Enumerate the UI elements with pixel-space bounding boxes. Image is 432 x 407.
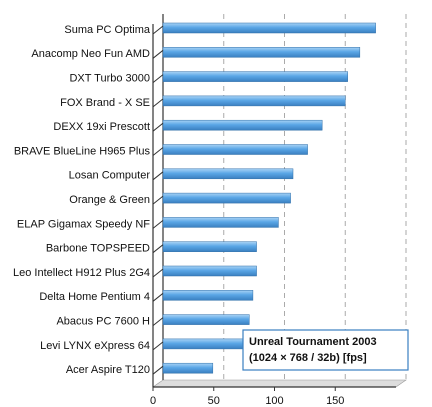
y-tick-label: Losan Computer [69, 170, 151, 182]
y-tick [152, 244, 164, 254]
y-tick [152, 292, 164, 302]
bar [162, 265, 257, 277]
legend-box [242, 329, 409, 371]
y-tick [152, 25, 164, 35]
x-tick-label: 50 [208, 395, 220, 407]
y-tick [152, 317, 164, 326]
y-tick-label: Barbone TOPSPEED [46, 243, 150, 255]
bars [162, 22, 376, 374]
y-tick [152, 98, 164, 108]
x-tick-label: 150 [326, 395, 344, 407]
y-tick-label: Acer Aspire T120 [66, 364, 150, 376]
bar [162, 314, 250, 325]
bar [162, 192, 291, 204]
bar [162, 241, 257, 252]
bar [162, 144, 308, 155]
bar [162, 22, 376, 34]
bar [162, 362, 214, 374]
bar [162, 95, 346, 107]
y-tick [152, 74, 164, 83]
y-tick-label: Orange & Green [69, 194, 150, 206]
legend-title: Unreal Tournament 2003 [249, 336, 377, 348]
y-tick-label: Abacus PC 7600 H [56, 316, 150, 328]
y-tick-label: FOX Brand - X SE [60, 97, 150, 109]
bar [162, 168, 294, 180]
bar [162, 47, 361, 58]
y-tick-label: BRAVE BlueLine H965 Plus [14, 145, 151, 157]
floor [152, 379, 407, 388]
y-tick-label: ELAP Gigamax Speedy NF [17, 218, 150, 230]
y-tick-label: DEXX 19xi Prescott [53, 121, 150, 133]
y-tick [152, 171, 164, 181]
bar [162, 119, 323, 131]
bar [162, 290, 254, 301]
y-tick [152, 195, 164, 205]
bar [162, 217, 279, 228]
y-tick [152, 268, 164, 278]
y-tick-label: Leo Intellect H912 Plus 2G4 [13, 267, 150, 279]
legend-subtitle: (1024 × 768 / 32b) [fps] [249, 352, 367, 364]
y-tick-label: Delta Home Pentium 4 [39, 291, 150, 303]
y-tick-label: Levi LYNX eXpress 64 [40, 340, 150, 352]
bar [162, 71, 348, 82]
x-tick-label: 0 [150, 395, 156, 407]
y-tick [152, 122, 164, 132]
y-tick [152, 49, 164, 59]
y-tick [152, 341, 164, 351]
y-tick-label: Suma PC Optima [64, 24, 150, 36]
y-tick [152, 220, 164, 229]
y-tick [152, 365, 164, 375]
bar [162, 338, 251, 350]
y-tick-label: DXT Turbo 3000 [69, 73, 150, 85]
y-tick-label: Anacomp Neo Fun AMD [31, 48, 150, 60]
x-tick-label: 100 [265, 395, 283, 407]
y-tick [152, 147, 164, 156]
